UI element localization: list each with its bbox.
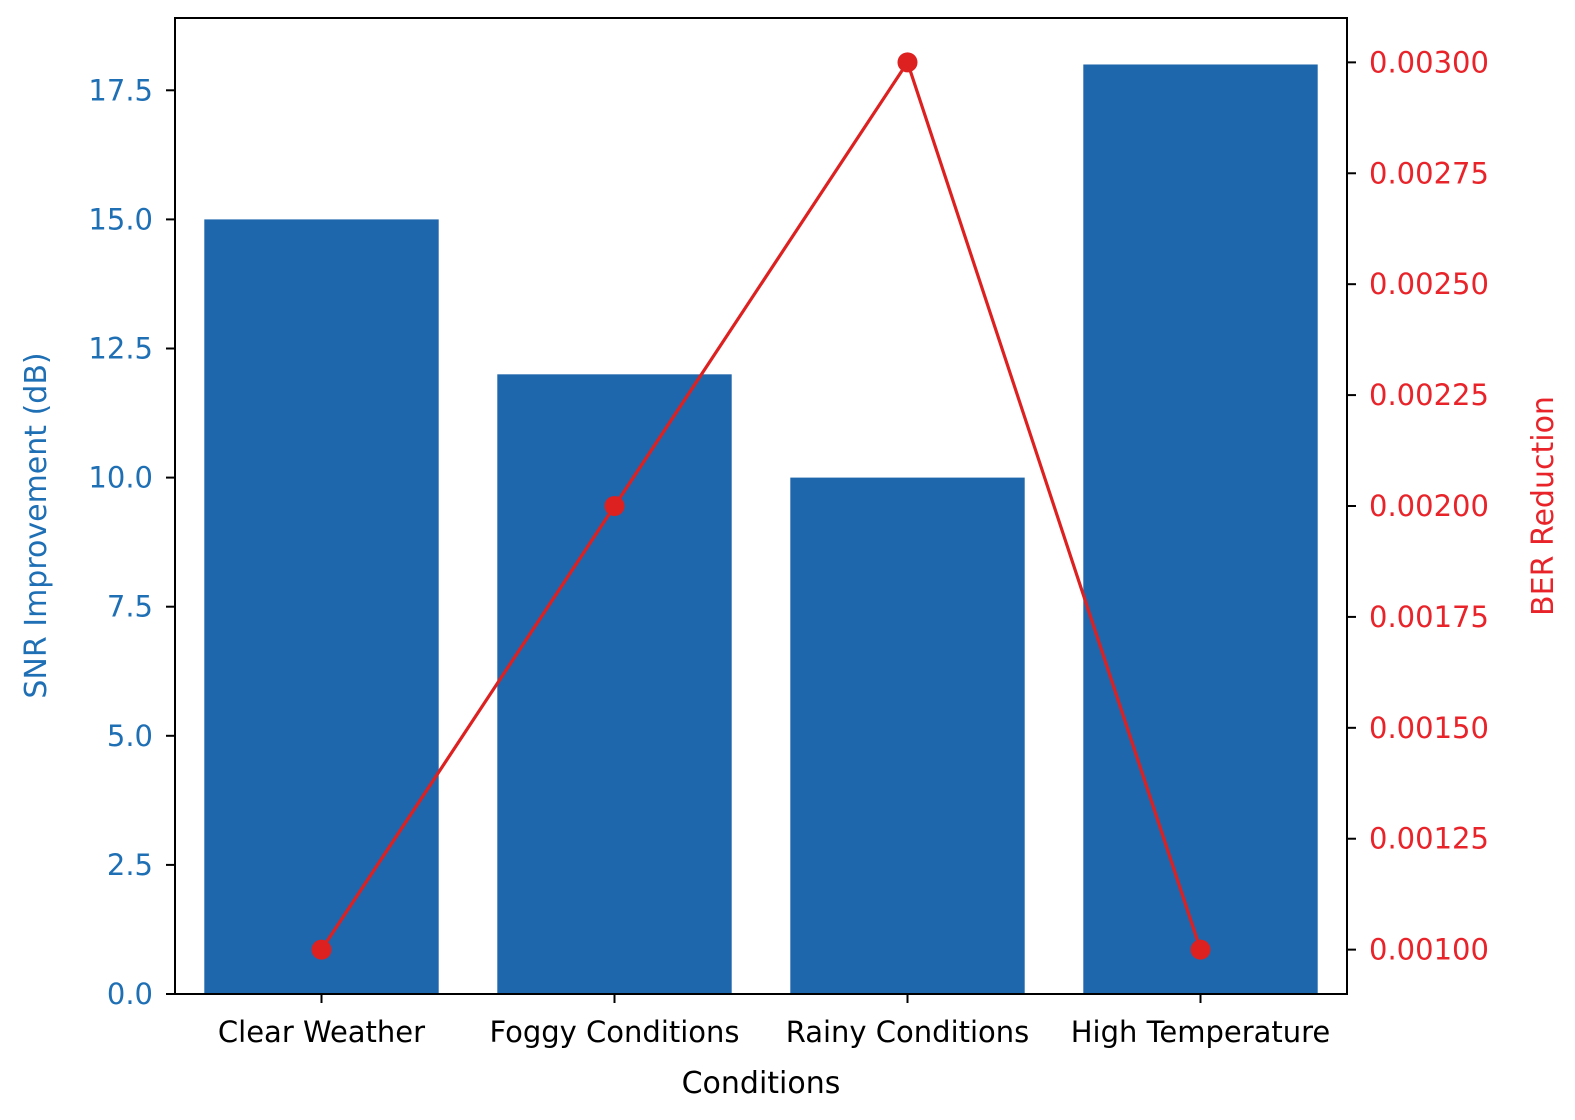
y2-tick-label: 0.00225	[1369, 378, 1489, 412]
y-tick-label: 0.0	[107, 977, 153, 1011]
right-y-axis-ticks: 0.00100 0.00125 0.00150 0.00175 0.00200 0.002…	[1347, 45, 1489, 967]
y2-tick-label: 0.00175	[1369, 600, 1489, 634]
ber-line	[320, 58, 1203, 951]
x-tick-label: High Temperature	[1071, 1015, 1331, 1049]
ber-point-1	[311, 939, 332, 960]
ber-point-4	[1190, 939, 1211, 960]
y2-tick-label: 0.00250	[1369, 267, 1489, 301]
x-axis-ticks: Clear Weather Foggy Conditions Rainy Condi…	[218, 994, 1330, 1049]
y-tick-label: 2.5	[107, 848, 153, 882]
y2-tick-label: 0.00100	[1369, 933, 1489, 967]
bar-3	[790, 477, 1025, 994]
y-tick-label: 17.5	[88, 73, 153, 107]
bar-series	[204, 64, 1318, 994]
bar-2	[497, 374, 732, 994]
bar-4	[1083, 64, 1318, 994]
x-tick-label: Rainy Conditions	[786, 1015, 1030, 1049]
left-y-axis-ticks: 0.0 2.5 5.0 7.5 10.0 12.5 15.0 17.5	[88, 73, 175, 1011]
bar-1	[204, 219, 439, 994]
y-tick-label: 7.5	[107, 590, 153, 624]
y-tick-label: 15.0	[88, 202, 153, 236]
y-tick-label: 12.5	[88, 331, 153, 365]
ber-point-3	[897, 52, 918, 73]
left-y-axis-label: SNR Improvement (dB)	[19, 352, 54, 698]
y2-tick-label: 0.00200	[1369, 489, 1489, 523]
y2-tick-label: 0.00275	[1369, 156, 1489, 190]
ber-point-2	[604, 496, 625, 516]
x-tick-label: Clear Weather	[218, 1015, 425, 1049]
right-y-axis-label: BER Reduction	[1526, 396, 1561, 616]
line-series	[311, 52, 1211, 960]
y2-tick-label: 0.00150	[1369, 711, 1489, 745]
y-tick-label: 5.0	[107, 719, 153, 753]
y2-tick-label: 0.00300	[1369, 45, 1489, 79]
x-axis-label: Conditions	[682, 1066, 841, 1101]
x-tick-label: Foggy Conditions	[489, 1015, 739, 1049]
y-tick-label: 10.0	[88, 461, 153, 495]
y2-tick-label: 0.00125	[1369, 822, 1489, 856]
